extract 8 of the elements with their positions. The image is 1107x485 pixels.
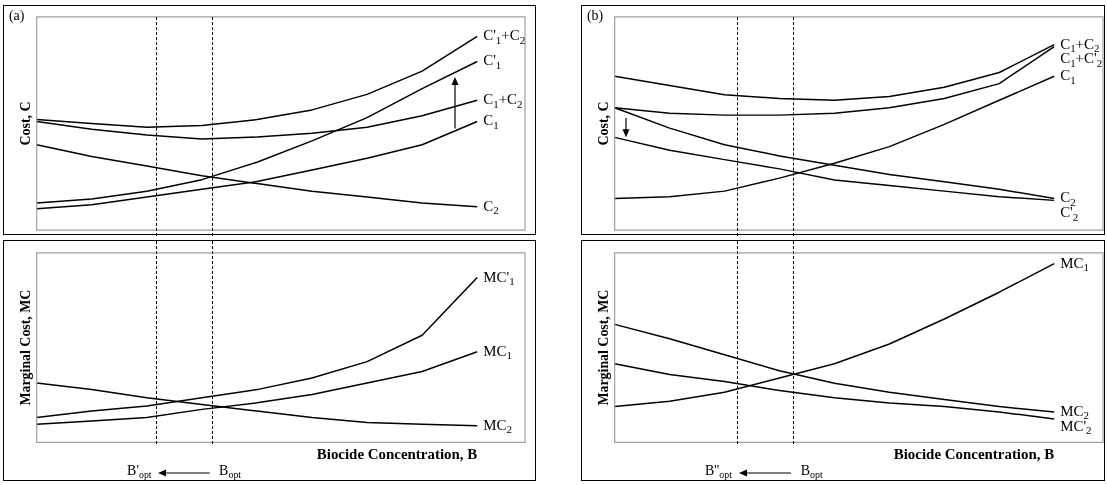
x-axis-title: Biocide Concentration, B <box>893 446 1055 463</box>
chart-title: (a) <box>8 7 25 24</box>
y-axis-title: Marginal Cost, MC <box>17 289 33 406</box>
x-axis-title: Biocide Concentration, B <box>316 446 478 463</box>
y-axis-title: Marginal Cost, MC <box>595 289 611 406</box>
y-axis-title: Cost, C <box>595 101 611 146</box>
y-axis-title: Cost, C <box>17 101 33 146</box>
chart-title: (b) <box>586 7 604 24</box>
